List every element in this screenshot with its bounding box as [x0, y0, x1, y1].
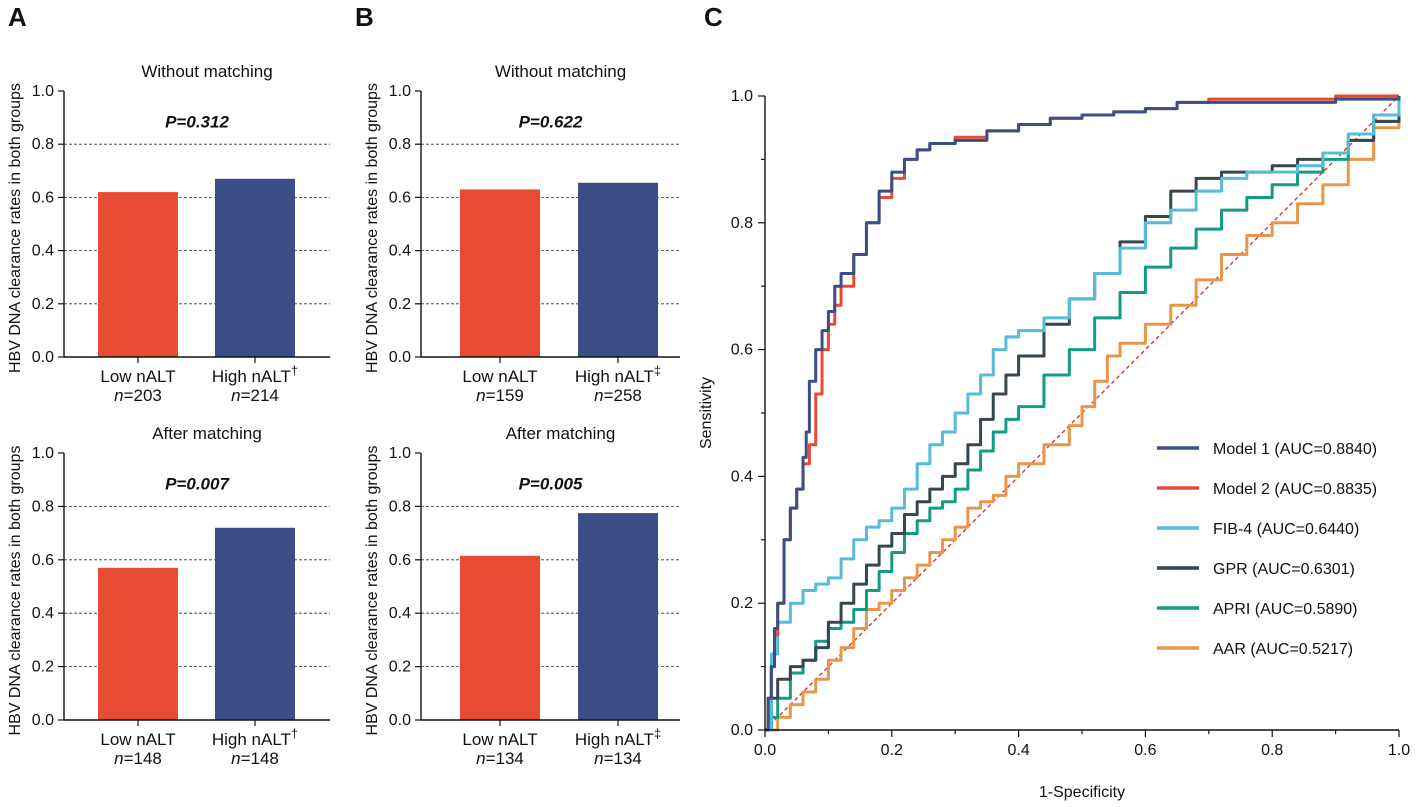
n-label: n=203	[114, 386, 162, 405]
x-tick-label: 0.0	[754, 742, 776, 759]
y-axis-label: Sensitivity	[698, 377, 715, 449]
bar-high-nalt	[215, 178, 295, 357]
y-tick-label: 0.8	[32, 498, 54, 515]
category-label: Low nALT	[100, 367, 175, 386]
y-tick-label: 1.0	[32, 445, 54, 462]
bar-low-nalt	[98, 192, 178, 357]
legend-label: GPR (AUC=0.6301)	[1213, 561, 1355, 578]
n-label: n=148	[114, 749, 162, 768]
y-tick-label: 0.8	[731, 215, 753, 232]
y-tick-label: 0.6	[389, 189, 411, 206]
panel-letter-a: A	[8, 2, 27, 32]
y-tick-label: 0.0	[731, 722, 753, 739]
y-tick-label: 0.6	[731, 342, 753, 359]
p-value-label: P=0.622	[519, 113, 583, 132]
chart-title: After matching	[506, 424, 616, 443]
category-label: High nALT†	[212, 726, 298, 749]
bar-high-nalt	[578, 182, 658, 357]
legend-label: FIB-4 (AUC=0.6440)	[1213, 521, 1359, 538]
x-tick-label: 0.8	[1261, 742, 1283, 759]
y-tick-label: 0.6	[32, 189, 54, 206]
category-label: Low nALT	[462, 367, 537, 386]
x-tick-label: 0.4	[1007, 742, 1029, 759]
bar-high-nalt	[578, 513, 658, 720]
legend-label: Model 1 (AUC=0.8840)	[1213, 441, 1377, 458]
y-tick-label: 0.4	[389, 243, 411, 260]
bar-high-nalt	[215, 527, 295, 720]
n-label: n=148	[231, 749, 279, 768]
y-tick-label: 0.4	[389, 605, 411, 622]
roc-curve-fib-4	[765, 96, 1401, 732]
bar-low-nalt	[98, 567, 178, 720]
x-axis-label: 1-Specificity	[1039, 784, 1125, 801]
panel-letter-b: B	[355, 2, 374, 32]
legend-label: AAR (AUC=0.5217)	[1213, 641, 1353, 658]
p-value-label: P=0.005	[519, 475, 583, 494]
category-label: High nALT‡	[575, 363, 661, 386]
legend-label: Model 2 (AUC=0.8835)	[1213, 481, 1377, 498]
y-tick-label: 1.0	[731, 88, 753, 105]
p-value-label: P=0.312	[165, 113, 229, 132]
y-tick-label: 0.8	[32, 136, 54, 153]
chart-title: Without matching	[495, 62, 626, 81]
y-tick-label: 0.2	[389, 659, 411, 676]
y-tick-label: 0.2	[731, 595, 753, 612]
y-tick-label: 0.8	[389, 136, 411, 153]
category-mark: †	[291, 726, 298, 741]
y-tick-label: 1.0	[32, 83, 54, 100]
y-tick-label: 0.4	[32, 243, 54, 260]
n-label: n=214	[231, 386, 279, 405]
y-tick-label: 0.6	[389, 552, 411, 569]
y-tick-label: 0.2	[32, 296, 54, 313]
y-tick-label: 0.0	[389, 712, 411, 729]
y-tick-label: 0.0	[389, 349, 411, 366]
y-tick-label: 0.2	[32, 659, 54, 676]
legend-label: APRI (AUC=0.5890)	[1213, 601, 1358, 618]
bar-chart-2: 0.0 0.2 0.4 0.6 0.8 1.0 Without matching P=0.62…	[364, 62, 680, 405]
y-axis-label: HBV DNA clearance rates in both groups	[7, 83, 24, 373]
category-mark: ‡	[654, 726, 661, 741]
n-label: n=134	[594, 749, 642, 768]
n-label: n=159	[476, 386, 524, 405]
roc-curve-aar	[765, 96, 1401, 732]
n-label: n=258	[594, 386, 642, 405]
category-label: High nALT‡	[575, 726, 661, 749]
chart-title: Without matching	[141, 62, 272, 81]
category-mark: †	[291, 363, 298, 378]
y-tick-label: 1.0	[389, 83, 411, 100]
y-tick-label: 0.8	[389, 498, 411, 515]
category-label: Low nALT	[462, 730, 537, 749]
y-tick-label: 0.6	[32, 552, 54, 569]
x-tick-label: 0.6	[1134, 742, 1156, 759]
y-tick-label: 0.0	[32, 349, 54, 366]
panel-letter-c: C	[704, 2, 723, 32]
category-label: High nALT†	[212, 363, 298, 386]
y-tick-label: 0.2	[389, 296, 411, 313]
x-tick-label: 1.0	[1388, 742, 1410, 759]
bar-chart-0: 0.0 0.2 0.4 0.6 0.8 1.0 Without matching P=0.31…	[7, 62, 330, 405]
category-mark: ‡	[654, 363, 661, 378]
x-tick-label: 0.2	[881, 742, 903, 759]
category-label: Low nALT	[100, 730, 175, 749]
y-tick-label: 0.0	[32, 712, 54, 729]
y-tick-label: 0.4	[32, 605, 54, 622]
y-axis-label: HBV DNA clearance rates in both groups	[364, 446, 381, 736]
y-axis-label: HBV DNA clearance rates in both groups	[7, 446, 24, 736]
chart-title: After matching	[152, 424, 262, 443]
roc-curve-model-1	[765, 96, 1401, 732]
y-tick-label: 0.4	[731, 468, 753, 485]
p-value-label: P=0.007	[165, 475, 230, 494]
bar-chart-3: 0.0 0.2 0.4 0.6 0.8 1.0 After matching P=0.005 H…	[364, 424, 680, 768]
n-label: n=134	[476, 749, 524, 768]
bar-low-nalt	[460, 189, 540, 357]
y-axis-label: HBV DNA clearance rates in both groups	[364, 83, 381, 373]
bar-chart-1: 0.0 0.2 0.4 0.6 0.8 1.0 After matching P=0.007 H…	[7, 424, 330, 768]
bar-low-nalt	[460, 555, 540, 720]
y-tick-label: 1.0	[389, 445, 411, 462]
roc-chart: 0.0 0.2 0.4 0.6 0.8 1.0 0.0 0.2 0.4 0.6 0.8 1.0 1-Sp…	[698, 88, 1410, 801]
